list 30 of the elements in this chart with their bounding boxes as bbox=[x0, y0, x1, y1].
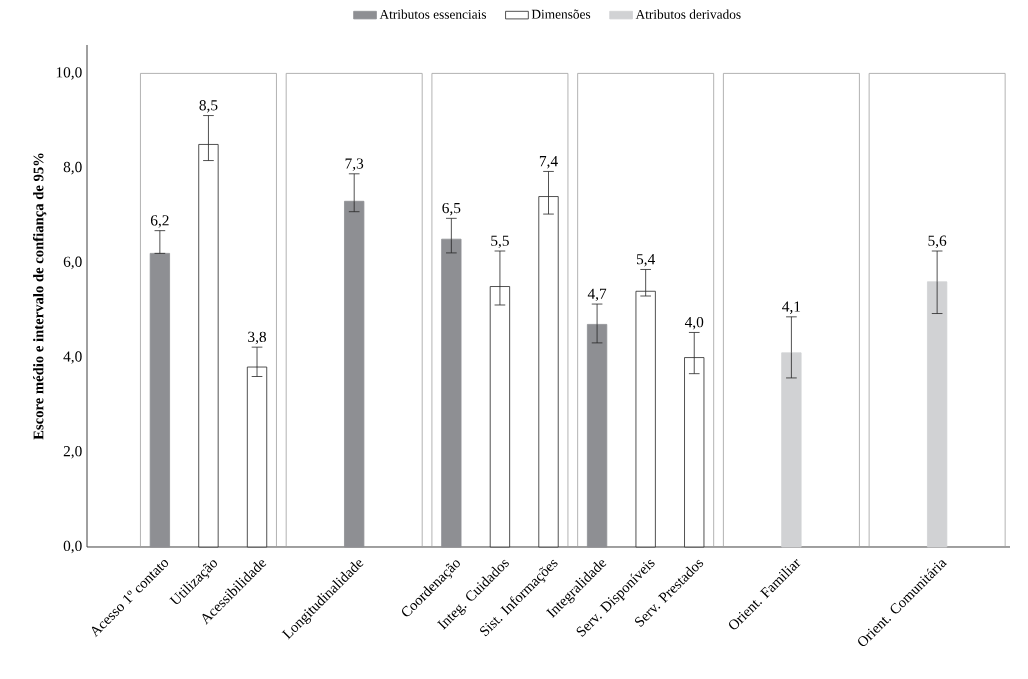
data-label: 5,5 bbox=[491, 235, 509, 249]
data-label: 7,3 bbox=[345, 158, 364, 171]
y-tick-label: 0,0 bbox=[63, 540, 82, 554]
bar bbox=[635, 290, 656, 548]
y-axis-title: Escore médio e intervalo de confiança de 95% bbox=[32, 153, 47, 440]
bar bbox=[781, 352, 802, 548]
data-label: 8,5 bbox=[199, 100, 218, 113]
data-label: 4,0 bbox=[684, 316, 704, 330]
y-tick-label: 4,0 bbox=[63, 351, 82, 364]
bar bbox=[586, 324, 608, 548]
y-tick-label: 10,0 bbox=[56, 67, 82, 80]
data-label: 5,4 bbox=[636, 254, 655, 267]
bar bbox=[344, 200, 365, 548]
bar bbox=[441, 238, 462, 548]
data-label: 6,5 bbox=[442, 202, 461, 216]
data-label: 3,8 bbox=[248, 331, 267, 345]
legend-label: Atributos derivados bbox=[635, 9, 741, 19]
y-tick-label: 8,0 bbox=[63, 161, 82, 175]
data-label: 5,6 bbox=[928, 235, 947, 249]
bar bbox=[927, 281, 948, 548]
data-label: 4,1 bbox=[782, 301, 801, 314]
legend-label: Atributos essenciais bbox=[379, 9, 487, 19]
legend-label: Dimensões bbox=[531, 9, 591, 19]
data-label: 4,7 bbox=[587, 288, 607, 302]
y-tick-label: 6,0 bbox=[63, 256, 82, 270]
bar bbox=[149, 252, 170, 548]
data-label: 7,4 bbox=[539, 156, 558, 169]
bar bbox=[198, 144, 219, 548]
data-label: 6,2 bbox=[150, 215, 169, 228]
y-tick-label: 2,0 bbox=[63, 446, 82, 459]
